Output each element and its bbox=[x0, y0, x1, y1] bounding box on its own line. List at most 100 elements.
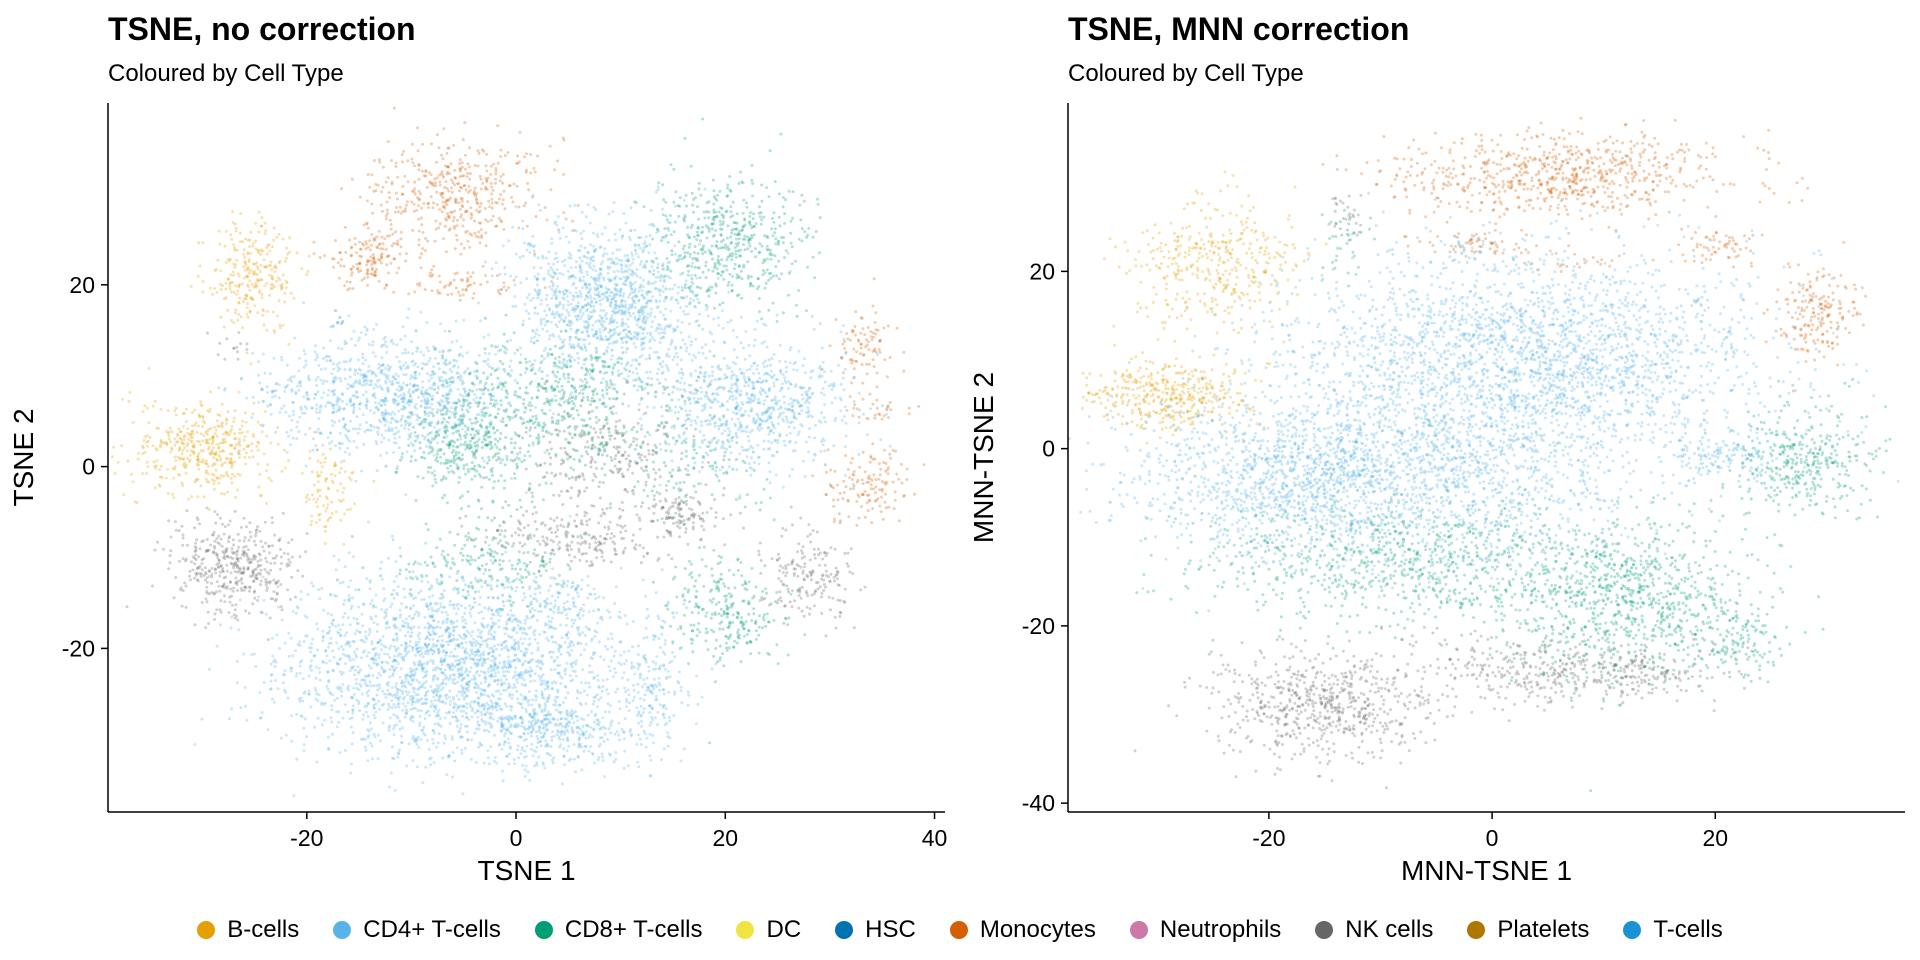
point bbox=[452, 358, 456, 362]
point bbox=[440, 153, 444, 157]
point bbox=[664, 287, 668, 291]
point bbox=[487, 388, 490, 392]
point bbox=[597, 485, 601, 489]
point bbox=[483, 347, 487, 351]
point bbox=[366, 275, 370, 279]
point bbox=[633, 331, 637, 334]
point bbox=[854, 359, 858, 363]
point bbox=[443, 185, 446, 189]
point bbox=[592, 304, 596, 308]
point bbox=[384, 214, 388, 218]
point bbox=[626, 253, 630, 257]
point bbox=[459, 443, 463, 447]
cluster-cd8-t-cells-10 bbox=[380, 354, 554, 511]
point bbox=[693, 294, 697, 298]
point bbox=[871, 402, 875, 406]
point bbox=[262, 452, 266, 456]
point bbox=[473, 558, 477, 562]
point bbox=[283, 448, 287, 452]
point bbox=[816, 202, 820, 206]
point bbox=[199, 403, 203, 407]
point bbox=[663, 227, 667, 231]
point bbox=[671, 436, 675, 440]
point bbox=[673, 355, 676, 359]
point bbox=[238, 473, 242, 477]
point bbox=[564, 316, 568, 320]
point bbox=[625, 265, 629, 269]
point bbox=[697, 324, 701, 327]
point bbox=[243, 255, 247, 259]
point bbox=[467, 184, 471, 188]
point bbox=[338, 471, 342, 475]
point bbox=[463, 167, 467, 171]
point bbox=[184, 466, 188, 470]
point bbox=[765, 612, 769, 616]
point bbox=[573, 314, 577, 318]
point bbox=[379, 574, 383, 578]
point bbox=[462, 467, 466, 471]
point bbox=[684, 441, 688, 445]
point bbox=[739, 170, 743, 174]
point bbox=[225, 433, 229, 437]
point bbox=[403, 174, 407, 178]
point bbox=[795, 314, 799, 318]
point bbox=[561, 136, 565, 140]
point bbox=[811, 474, 815, 478]
point bbox=[762, 215, 766, 219]
point bbox=[501, 417, 505, 421]
point bbox=[745, 201, 748, 205]
point bbox=[687, 264, 690, 267]
point bbox=[546, 303, 549, 307]
point bbox=[287, 342, 291, 346]
point bbox=[206, 409, 209, 413]
point bbox=[529, 153, 533, 156]
point bbox=[654, 298, 658, 302]
point bbox=[556, 159, 559, 163]
point bbox=[503, 463, 507, 467]
point bbox=[229, 457, 233, 461]
point bbox=[860, 493, 864, 496]
point bbox=[324, 477, 328, 481]
point bbox=[205, 429, 209, 433]
point bbox=[630, 251, 633, 255]
point bbox=[524, 152, 528, 156]
point bbox=[735, 616, 739, 620]
point bbox=[586, 395, 590, 399]
point bbox=[426, 564, 429, 567]
point bbox=[833, 517, 836, 521]
point bbox=[570, 355, 574, 359]
point bbox=[271, 283, 275, 287]
point bbox=[473, 544, 477, 548]
point bbox=[306, 270, 310, 273]
point bbox=[529, 298, 533, 302]
point bbox=[535, 328, 539, 332]
point bbox=[174, 440, 178, 444]
point bbox=[747, 238, 751, 242]
point bbox=[343, 512, 346, 516]
point bbox=[252, 262, 256, 266]
point bbox=[476, 498, 480, 502]
point bbox=[362, 276, 366, 280]
point bbox=[241, 240, 245, 244]
point bbox=[607, 294, 611, 298]
point bbox=[231, 270, 235, 274]
point bbox=[458, 294, 462, 297]
point bbox=[557, 228, 561, 232]
point bbox=[574, 291, 578, 295]
point bbox=[377, 158, 381, 162]
point bbox=[394, 165, 398, 169]
point bbox=[273, 330, 277, 334]
point bbox=[460, 204, 464, 208]
point bbox=[388, 234, 392, 238]
point bbox=[349, 478, 353, 482]
point bbox=[170, 446, 174, 450]
point bbox=[481, 264, 485, 268]
point bbox=[433, 388, 437, 391]
point bbox=[539, 320, 543, 324]
point bbox=[834, 318, 838, 321]
point bbox=[222, 325, 226, 329]
point bbox=[220, 492, 223, 496]
point bbox=[187, 460, 191, 464]
point bbox=[581, 396, 585, 400]
point bbox=[380, 256, 384, 260]
